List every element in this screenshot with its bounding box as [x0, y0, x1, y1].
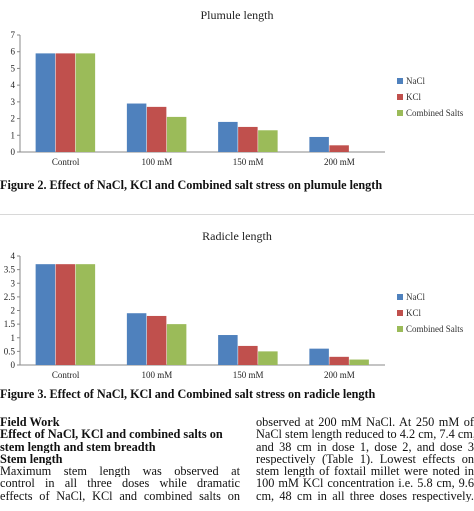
bar-nacl-150-mm: [218, 335, 238, 365]
body-text-line: stem length of foxtail millet were noted…: [256, 465, 474, 478]
body-text-line: control in all three doses while dramati…: [0, 477, 240, 490]
x-tick-label: Control: [52, 157, 80, 167]
body-text-line: 100 mM KCl concentration i.e. 5.8 cm, 9.…: [256, 477, 474, 490]
bar-nacl-control: [35, 264, 56, 365]
body-text-line: NaCl stem length reduced to 4.2 cm, 7.4 …: [256, 428, 474, 441]
legend-swatch: [397, 294, 403, 300]
y-tick-label: 1: [11, 130, 16, 140]
y-tick-label: 1.5: [4, 319, 16, 329]
section-heading-field-work: Field Work: [0, 416, 60, 429]
bar-kcl-200-mm: [329, 145, 349, 152]
bar-nacl-control: [35, 53, 56, 153]
bar-kcl-100-mm: [146, 315, 167, 365]
left-text-column: Field Work Effect of NaCl, KCl and combi…: [0, 416, 240, 502]
legend-label: Combined Salts: [406, 108, 464, 118]
y-tick-label: 0: [11, 360, 16, 370]
bar-nacl-200-mm: [309, 348, 329, 365]
body-text-line: effects of NaCl, KCl and combined salts …: [0, 489, 240, 503]
chart-title: Plumule length: [201, 8, 274, 22]
bar-kcl-150-mm: [238, 126, 258, 152]
body-text-line: cm, 48 cm in all three doses respectivel…: [256, 489, 474, 503]
body-text-line: and 38 cm in dose 1, dose 2, and dose 3: [256, 440, 474, 453]
subsection-heading-line-2: stem length and stem breadth: [0, 440, 156, 453]
y-tick-label: 3: [11, 278, 16, 288]
bar-nacl-150-mm: [218, 121, 238, 152]
body-text-line: observed at 200 mM NaCl. At 250 mM of: [256, 416, 474, 429]
bar-nacl-100-mm: [126, 103, 147, 152]
x-tick-label: 200 mM: [324, 370, 355, 380]
body-text-line: respectively (Table 1). Lowest effects o…: [256, 452, 474, 466]
bar-kcl-150-mm: [238, 345, 258, 365]
plumule-length-chart-svg: Plumule length 0 1 2 3 4 5 6 7 Control 100 mM 150 m…: [11, 8, 464, 167]
bar-combined-salts-150-mm: [258, 130, 278, 152]
stem-length-heading: Stem length: [0, 452, 63, 466]
figure-separator: [0, 214, 474, 215]
bar-combined-salts-200-mm: [349, 359, 369, 365]
figure-2-caption: Figure 2. Effect of NaCl, KCl and Combin…: [0, 178, 383, 192]
y-tick-label: 2.5: [4, 292, 16, 302]
legend-swatch: [397, 310, 403, 316]
bar-kcl-control: [55, 53, 76, 153]
y-tick-label: 1: [11, 333, 16, 343]
legend-swatch: [397, 326, 403, 332]
right-text-column: observed at 200 mM NaCl. At 250 mM of Na…: [256, 416, 474, 502]
y-tick-label: 0.5: [4, 346, 16, 356]
y-tick-label: 5: [11, 63, 16, 73]
bar-kcl-100-mm: [146, 106, 167, 152]
figure-3-caption: Figure 3. Effect of NaCl, KCl and Combin…: [0, 387, 376, 401]
bar-kcl-200-mm: [329, 356, 349, 365]
bar-combined-salts-100-mm: [166, 116, 187, 152]
chart-title: Radicle length: [202, 229, 272, 243]
y-tick-label: 4: [11, 80, 16, 90]
y-tick-label: 6: [11, 47, 16, 57]
legend-label: Combined Salts: [406, 324, 464, 334]
bar-combined-salts-100-mm: [166, 324, 187, 365]
subsection-heading-line-1: Effect of NaCl, KCl and combined salts o…: [0, 428, 223, 441]
legend-swatch: [397, 78, 403, 84]
bar-combined-salts-150-mm: [258, 351, 278, 365]
x-tick-label: Control: [52, 370, 80, 380]
radicle-length-chart-svg: Radicle length 0 0.5 1 1.5 2 2.5 3 3.5 4 Control 10…: [4, 229, 464, 380]
y-tick-label: 3.5: [4, 265, 16, 275]
legend-label: NaCl: [406, 76, 425, 86]
legend-swatch: [397, 94, 403, 100]
bar-combined-salts-control: [75, 264, 96, 365]
legend-label: KCl: [406, 92, 422, 102]
y-tick-label: 7: [11, 30, 16, 40]
y-tick-label: 3: [11, 97, 16, 107]
legend-swatch: [397, 110, 403, 116]
y-tick-label: 0: [11, 147, 16, 157]
x-tick-label: 100 mM: [141, 157, 172, 167]
y-tick-label: 2: [11, 114, 16, 124]
radicle-length-chart: Radicle length 0 0.5 1 1.5 2 2.5 3 3.5 4 Control 10…: [0, 222, 474, 382]
x-tick-label: 200 mM: [324, 157, 355, 167]
y-tick-label: 4: [11, 251, 16, 261]
legend-label: NaCl: [406, 292, 425, 302]
bar-kcl-control: [55, 264, 76, 365]
plumule-length-chart: Plumule length 0 1 2 3 4 5 6 7 Control 100 mM 150 m…: [0, 0, 474, 170]
x-tick-label: 150 mM: [233, 370, 264, 380]
bar-nacl-100-mm: [126, 313, 147, 365]
x-tick-label: 100 mM: [141, 370, 172, 380]
bar-nacl-200-mm: [309, 136, 329, 152]
y-tick-label: 2: [11, 306, 16, 316]
body-text-line: Maximum stem length was observed at: [0, 465, 240, 478]
x-tick-label: 150 mM: [233, 157, 264, 167]
bar-combined-salts-control: [75, 53, 96, 153]
legend-label: KCl: [406, 308, 422, 318]
